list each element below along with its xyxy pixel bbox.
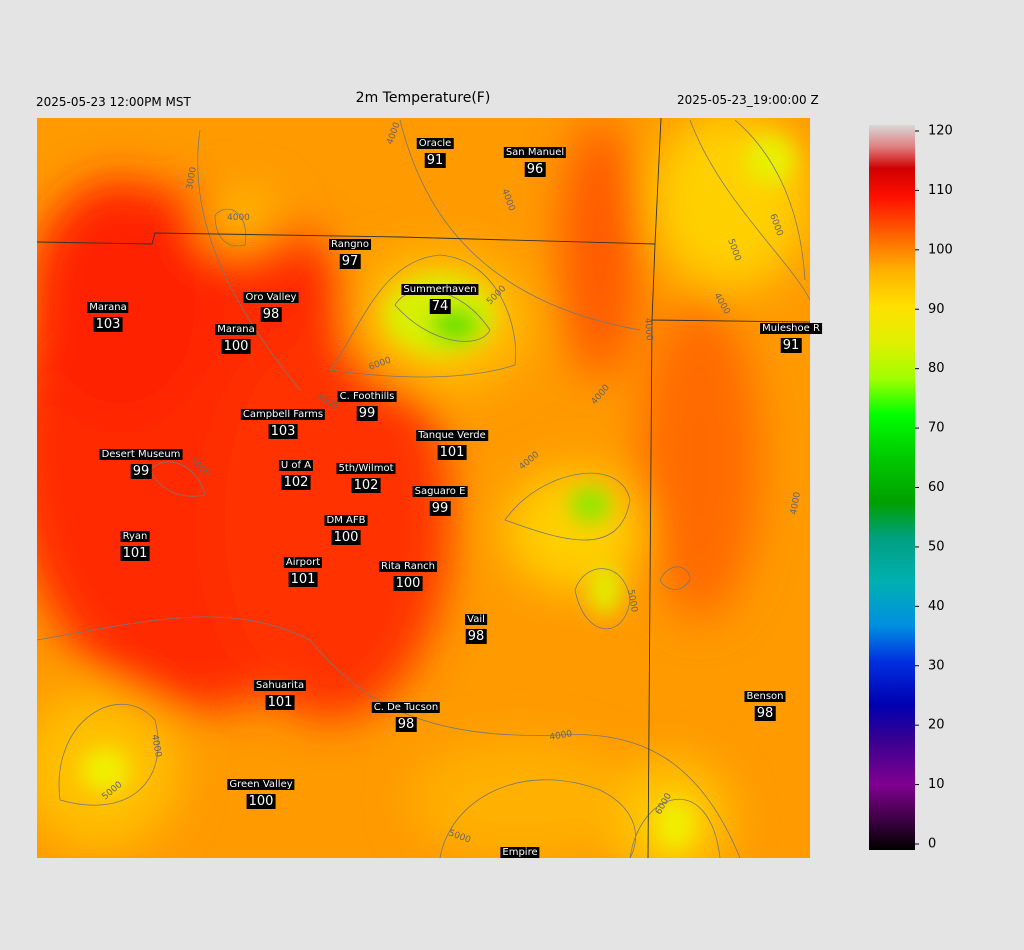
station-name: Desert Museum [99, 449, 183, 460]
station-name: Airport [283, 557, 323, 568]
station-value: 101 [437, 445, 467, 460]
station-value: 103 [93, 317, 123, 332]
station-name: Campbell Farms [240, 409, 326, 420]
station-name: Oracle [416, 138, 454, 149]
colorbar-tick-label: 60 [928, 480, 945, 495]
station-name: Saguaro E [412, 486, 468, 497]
station-value: 101 [265, 695, 295, 710]
station-value: 98 [395, 717, 417, 732]
colorbar-tick-label: 40 [928, 599, 945, 614]
station-value: 100 [246, 794, 276, 809]
station-value: 101 [120, 546, 150, 561]
station-name: Benson [744, 691, 786, 702]
station-name: Marana [215, 324, 257, 335]
station-name: Rangno [329, 239, 371, 250]
station-value: 102 [281, 475, 311, 490]
station-value: 99 [356, 406, 378, 421]
colorbar-tick-label: 120 [928, 124, 953, 139]
station-value: 103 [268, 424, 298, 439]
station-name: Sahuarita [253, 680, 307, 691]
station-name: Tanque Verde [416, 430, 488, 441]
station-name: Summerhaven [401, 284, 479, 295]
station-value: 102 [351, 478, 381, 493]
station-name: 5th/Wilmot [336, 463, 396, 474]
colorbar-tick-label: 30 [928, 658, 945, 673]
colorbar-tick-label: 0 [928, 837, 936, 852]
station-value: 98 [754, 706, 776, 721]
station-name: Marana [87, 302, 129, 313]
station-value: 74 [429, 299, 451, 314]
contour-label: 4000 [642, 317, 654, 341]
colorbar-tick-label: 50 [928, 539, 945, 554]
colorbar-tick-label: 70 [928, 421, 945, 436]
contour-label: 4000 [149, 734, 163, 759]
station-value: 101 [288, 572, 318, 587]
station-name: DM AFB [324, 515, 368, 526]
station-name: C. Foothills [337, 391, 397, 402]
station-value: 97 [339, 254, 361, 269]
station-value: 100 [221, 339, 251, 354]
map-title: 2m Temperature(F) [355, 90, 491, 106]
station-name: Ryan [120, 531, 150, 542]
contour-label: 5000 [625, 589, 639, 614]
station-name: Green Valley [227, 779, 295, 790]
station-value: 91 [780, 338, 802, 353]
station-name: Rita Ranch [379, 561, 437, 572]
station-name: U of A [278, 460, 314, 471]
station-value: 96 [524, 162, 546, 177]
station-name: Vail [465, 614, 487, 625]
station-value: 100 [393, 576, 423, 591]
station-name: Oro Valley [243, 292, 299, 303]
station-value: 91 [424, 153, 446, 168]
station-value: 98 [260, 307, 282, 322]
colorbar-tick-label: 100 [928, 242, 953, 257]
valid-time-utc: 2025-05-23_19:00:00 Z [677, 93, 819, 107]
station-value: 100 [331, 530, 361, 545]
temperature-field [37, 118, 810, 858]
colorbar-tick-label: 80 [928, 361, 945, 376]
contour-label: 3000 [185, 166, 199, 191]
valid-time-local: 2025-05-23 12:00PM MST [36, 95, 191, 109]
station-name: San Manuel [503, 147, 567, 158]
station-value: 99 [429, 501, 451, 516]
contour-label: 4000 [789, 491, 803, 516]
station-name: Empire [500, 847, 540, 858]
colorbar-tick-label: 90 [928, 302, 945, 317]
station-value: 99 [130, 464, 152, 479]
station-value: 98 [465, 629, 487, 644]
station-name: Muleshoe R [760, 323, 822, 334]
station-name: C. De Tucson [371, 702, 441, 713]
colorbar-tick-label: 110 [928, 183, 953, 198]
colorbar [869, 125, 915, 850]
colorbar-tick-label: 20 [928, 718, 945, 733]
contour-label: 4000 [227, 213, 250, 223]
contour-label: 4000 [549, 729, 574, 743]
colorbar-tick-label: 10 [928, 777, 945, 792]
colorbar-ticks: 0 10 20 30 40 50 60 70 80 90 100 110 120 [915, 124, 953, 852]
